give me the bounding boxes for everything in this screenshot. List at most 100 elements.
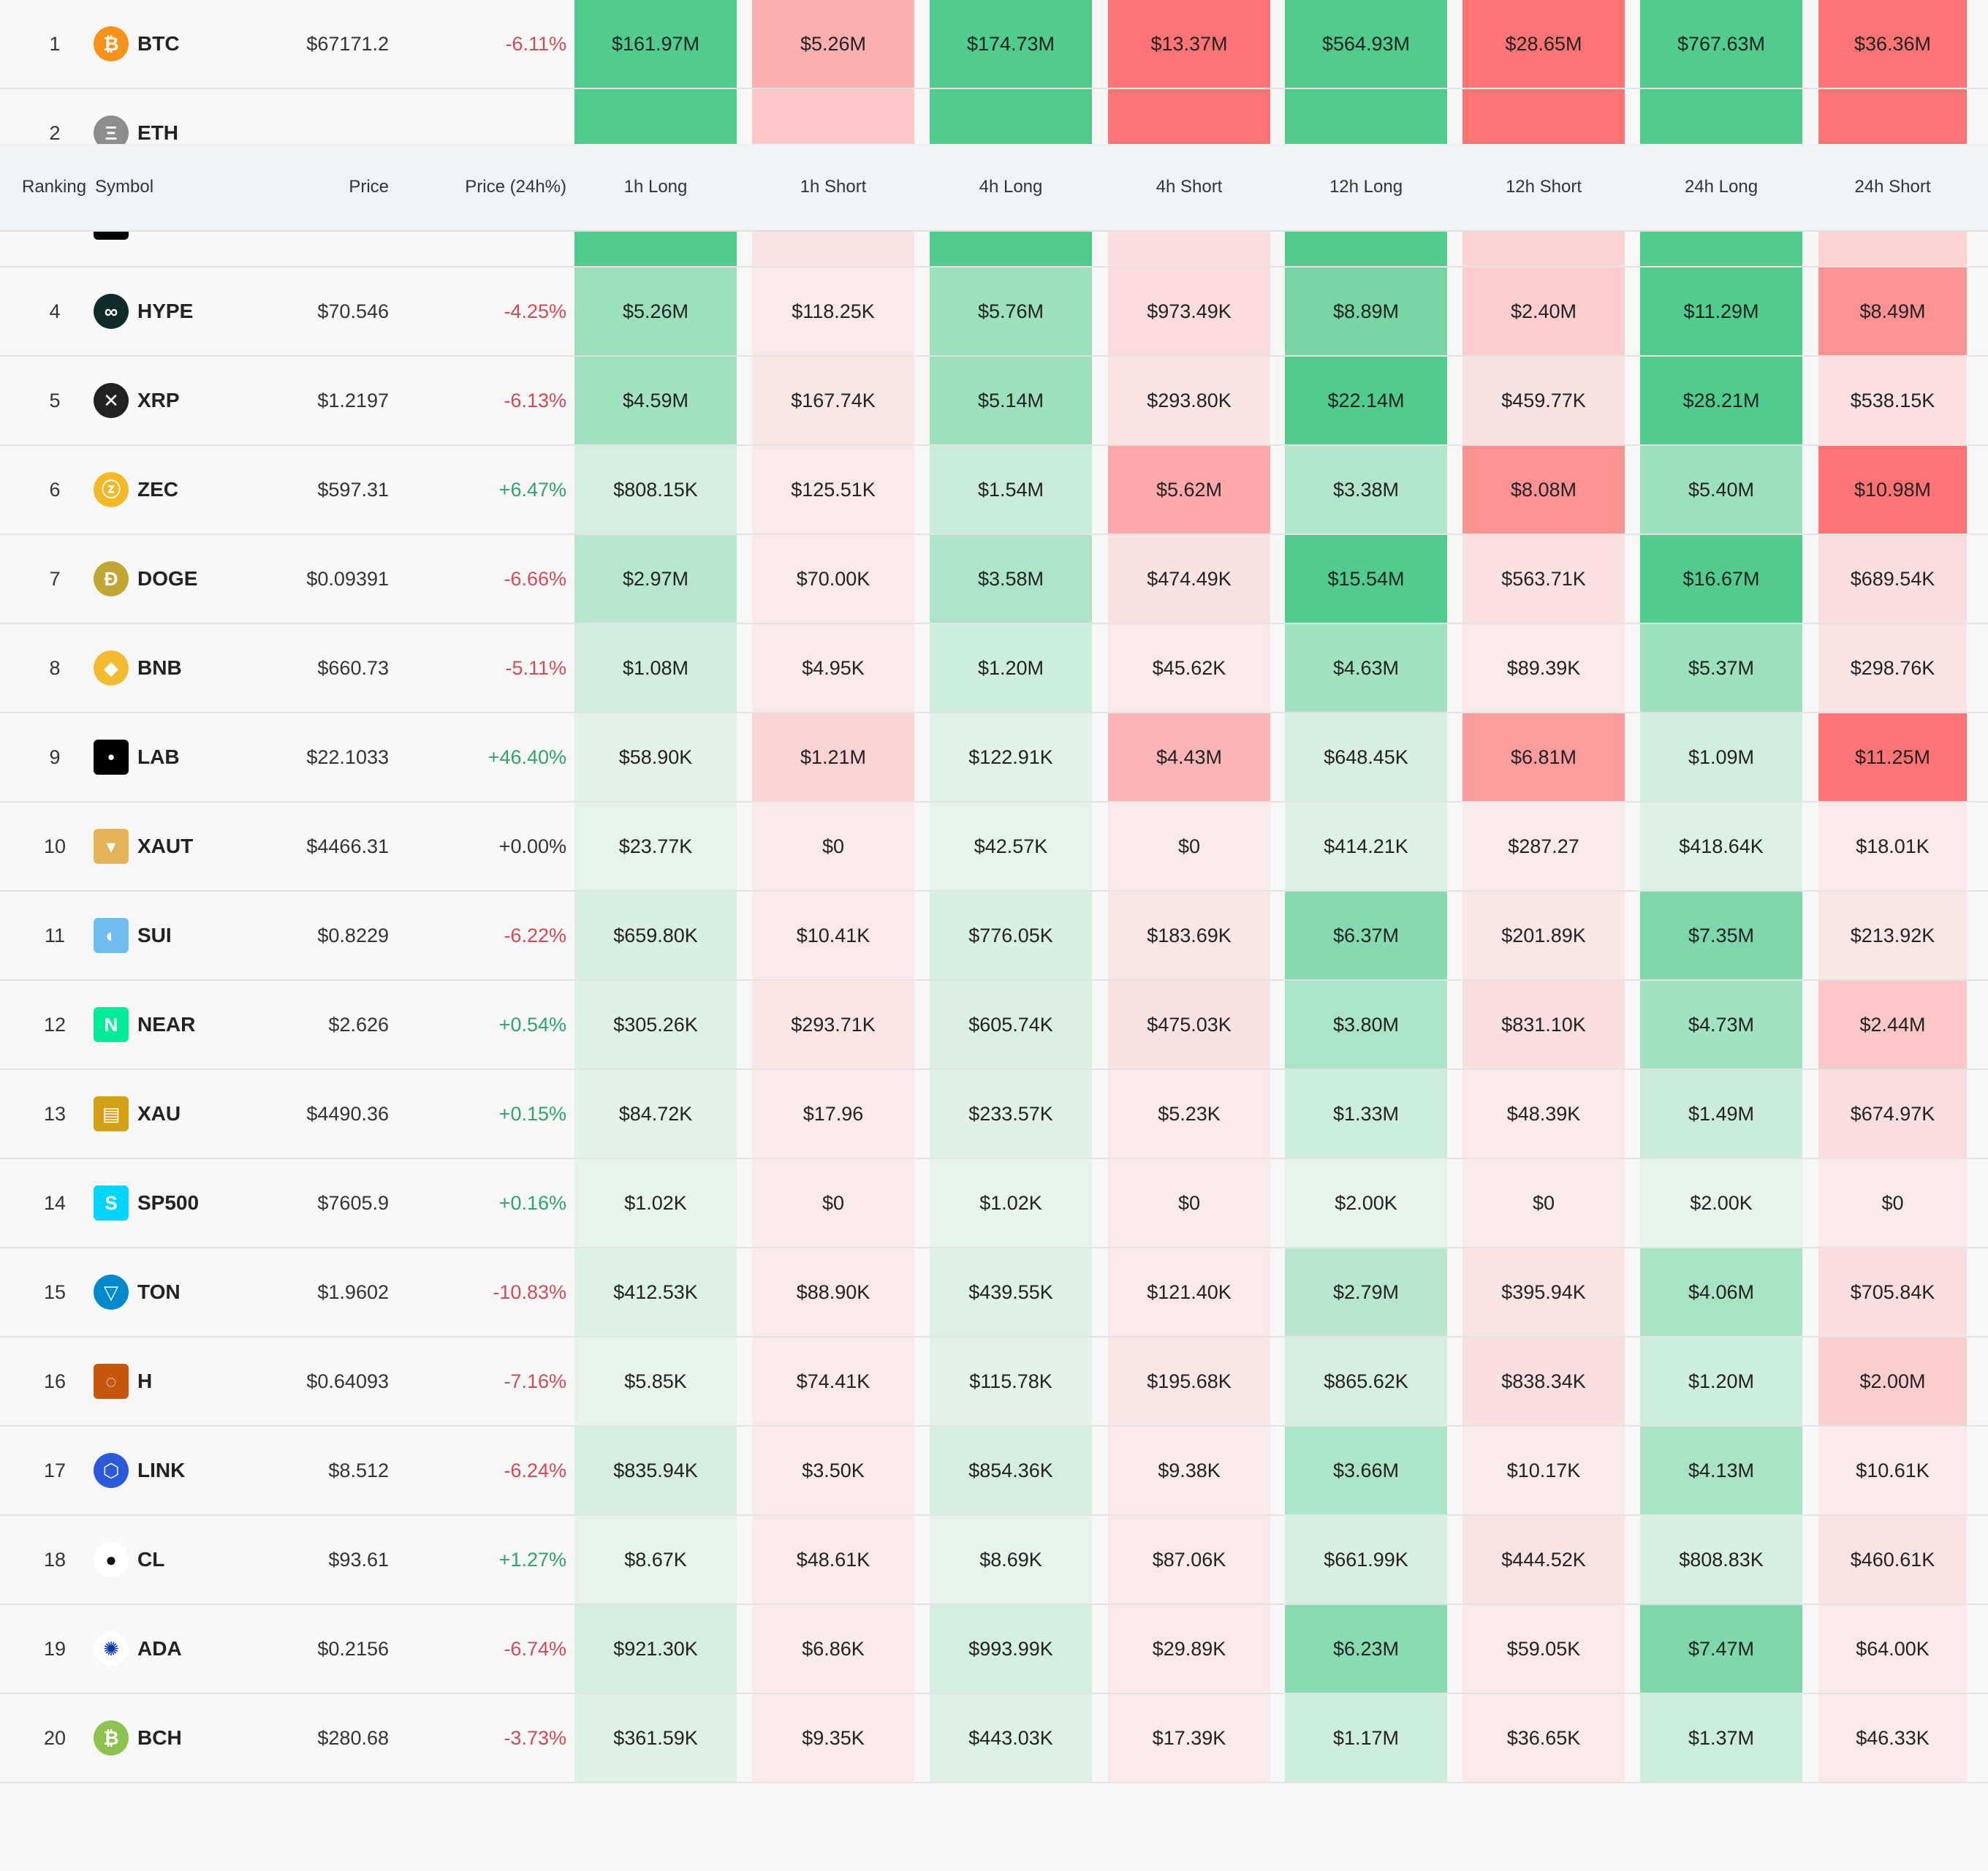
long-liquidation-cell: $3.80M bbox=[1285, 981, 1447, 1069]
table-row[interactable]: 16 ◌ H $0.64093 -7.16% $5.85K $74.41K $115.78K $… bbox=[0, 1337, 1988, 1427]
short-liquidation-cell: $298.76K bbox=[1818, 624, 1967, 712]
price-change-cell: -4.25% bbox=[504, 300, 566, 322]
header-symbol[interactable]: Symbol bbox=[95, 177, 154, 197]
symbol-cell[interactable]: ▽ TON bbox=[94, 1248, 291, 1336]
symbol-cell[interactable]: • LAB bbox=[94, 713, 291, 801]
short-liquidation-cell: $5.62M bbox=[1108, 446, 1270, 534]
long-liquidation-cell: $115.78K bbox=[930, 1337, 1092, 1425]
header-price-change[interactable]: Price (24h%) bbox=[465, 177, 566, 197]
table-row[interactable]: 5 ✕ XRP $1.2197 -6.13% $4.59M $167.74K $5.14M $2… bbox=[0, 357, 1988, 446]
symbol-cell[interactable]: ✺ ADA bbox=[94, 1605, 291, 1693]
symbol-cell[interactable]: ✕ XRP bbox=[94, 357, 291, 444]
table-header: Ranking Symbol Price Price (24h%) 1h Lon… bbox=[0, 144, 1988, 232]
table-row[interactable]: 20 ₿ BCH $280.68 -3.73% $361.59K $9.35K $443.03… bbox=[0, 1694, 1988, 1783]
header-24h-short[interactable]: 24h Short bbox=[1854, 177, 1931, 197]
header-ranking[interactable]: Ranking bbox=[22, 177, 87, 197]
rank-cell: 18 bbox=[43, 1549, 67, 1571]
header-4h-short[interactable]: 4h Short bbox=[1156, 177, 1223, 197]
symbol-cell[interactable]: ▾ XAUT bbox=[94, 802, 291, 890]
header-12h-short[interactable]: 12h Short bbox=[1505, 177, 1582, 197]
price-change-cell: -3.73% bbox=[504, 1727, 566, 1749]
long-liquidation-cell: $412.53K bbox=[574, 1248, 737, 1336]
symbol-cell[interactable]: ∞ HYPE bbox=[94, 267, 291, 355]
long-liquidation-cell: $361.59K bbox=[574, 1694, 737, 1782]
symbol-name: TON bbox=[137, 1280, 181, 1303]
price-cell: $597.31 bbox=[317, 479, 389, 501]
long-liquidation-cell: $42.57K bbox=[930, 802, 1092, 890]
header-1h-long[interactable]: 1h Long bbox=[623, 177, 688, 197]
sp500-icon: S bbox=[94, 1185, 129, 1221]
table-row[interactable]: 15 ▽ TON $1.9602 -10.83% $412.53K $88.90K $439.… bbox=[0, 1248, 1988, 1337]
table-row[interactable]: 7 Ð DOGE $0.09391 -6.66% $2.97M $70.00K $3.58M $… bbox=[0, 535, 1988, 624]
price-change-cell: -6.11% bbox=[505, 33, 566, 55]
long-liquidation-cell: $1.20M bbox=[930, 624, 1092, 712]
table-row[interactable]: 14 S SP500 $7605.9 +0.16% $1.02K $0 $1.02K $0 $2.… bbox=[0, 1159, 1988, 1248]
price-change-cell: +0.15% bbox=[498, 1103, 566, 1125]
long-liquidation-cell: $1.33M bbox=[1285, 1070, 1447, 1158]
header-4h-long[interactable]: 4h Long bbox=[979, 177, 1043, 197]
cardano-icon: ✺ bbox=[94, 1631, 129, 1666]
header-price[interactable]: Price bbox=[349, 177, 389, 197]
symbol-cell[interactable]: ◆ BNB bbox=[94, 624, 291, 712]
short-liquidation-cell: $474.49K bbox=[1108, 535, 1270, 623]
long-liquidation-cell: $6.37M bbox=[1285, 892, 1447, 979]
header-1h-short[interactable]: 1h Short bbox=[800, 177, 867, 197]
symbol-cell[interactable]: ◐ SUI bbox=[94, 892, 291, 979]
short-liquidation-cell: $87.06K bbox=[1108, 1516, 1270, 1604]
symbol-name: NEAR bbox=[137, 1013, 196, 1036]
short-liquidation-cell: $74.41K bbox=[752, 1337, 914, 1425]
rank-cell: 6 bbox=[49, 479, 61, 501]
symbol-cell[interactable]: ₿ BTC bbox=[94, 0, 291, 88]
symbol-cell[interactable]: Ð DOGE bbox=[94, 535, 291, 623]
table-row[interactable]: 19 ✺ ADA $0.2156 -6.74% $921.30K $6.86K $993.99… bbox=[0, 1605, 1988, 1694]
short-liquidation-cell: $0 bbox=[1462, 1159, 1625, 1247]
table-row[interactable]: 13 ▤ XAU $4490.36 +0.15% $84.72K $17.96 $233.57… bbox=[0, 1070, 1988, 1159]
short-liquidation-cell: $689.54K bbox=[1818, 535, 1967, 623]
table-row[interactable]: 8 ◆ BNB $660.73 -5.11% $1.08M $4.95K $1.20M $45.… bbox=[0, 624, 1988, 713]
short-liquidation-cell: $2.44M bbox=[1818, 981, 1967, 1069]
rank-cell: 15 bbox=[43, 1281, 67, 1303]
table-row[interactable]: 11 ◐ SUI $0.8229 -6.22% $659.80K $10.41K $776.0… bbox=[0, 892, 1988, 981]
rank-cell: 1 bbox=[49, 33, 61, 55]
short-liquidation-cell: $9.35K bbox=[752, 1694, 914, 1782]
table-row[interactable]: 17 ⬡ LINK $8.512 -6.24% $835.94K $3.50K $854.36… bbox=[0, 1427, 1988, 1516]
short-liquidation-cell: $8.08M bbox=[1462, 446, 1625, 534]
short-liquidation-cell: $36.36M bbox=[1818, 0, 1967, 88]
symbol-cell[interactable]: ◌ H bbox=[94, 1337, 291, 1425]
price-change-cell: +0.54% bbox=[498, 1014, 566, 1036]
short-liquidation-cell: $973.49K bbox=[1108, 267, 1270, 355]
xrp-icon: ✕ bbox=[94, 383, 129, 418]
rank-cell: 5 bbox=[49, 390, 61, 411]
symbol-cell[interactable]: ₿ BCH bbox=[94, 1694, 291, 1782]
table-row[interactable]: 10 ▾ XAUT $4466.31 +0.00% $23.77K $0 $42.57K $0 $… bbox=[0, 802, 1988, 892]
short-liquidation-cell: $10.41K bbox=[752, 892, 914, 979]
short-liquidation-cell: $125.51K bbox=[752, 446, 914, 534]
table-row[interactable]: 9 • LAB $22.1033 +46.40% $58.90K $1.21M $122.91… bbox=[0, 713, 1988, 802]
symbol-cell[interactable]: S SP500 bbox=[94, 1159, 291, 1247]
short-liquidation-cell: $46.33K bbox=[1818, 1694, 1967, 1782]
symbol-cell[interactable]: ● CL bbox=[94, 1516, 291, 1604]
table-row[interactable]: 6 ⓩ ZEC $597.31 +6.47% $808.15K $125.51K $1.54M… bbox=[0, 446, 1988, 535]
header-24h-long[interactable]: 24h Long bbox=[1684, 177, 1759, 197]
short-liquidation-cell: $293.80K bbox=[1108, 357, 1270, 444]
table-row[interactable]: 12 N NEAR $2.626 +0.54% $305.26K $293.71K $605.… bbox=[0, 981, 1988, 1070]
short-liquidation-cell: $17.39K bbox=[1108, 1694, 1270, 1782]
rank-cell: 16 bbox=[43, 1370, 67, 1392]
short-liquidation-cell: $5.23K bbox=[1108, 1070, 1270, 1158]
long-liquidation-cell: $6.23M bbox=[1285, 1605, 1447, 1693]
symbol-name: ETH bbox=[137, 121, 178, 144]
table-row[interactable]: 4 ∞ HYPE $70.546 -4.25% $5.26M $118.25K $5.76M $… bbox=[0, 267, 1988, 357]
short-liquidation-cell: $70.00K bbox=[752, 535, 914, 623]
symbol-name: LAB bbox=[137, 745, 180, 768]
header-12h-long[interactable]: 12h Long bbox=[1329, 177, 1403, 197]
symbol-cell[interactable]: ▤ XAU bbox=[94, 1070, 291, 1158]
short-liquidation-cell: $4.95K bbox=[752, 624, 914, 712]
symbol-cell[interactable]: ⬡ LINK bbox=[94, 1427, 291, 1514]
long-liquidation-cell: $2.79M bbox=[1285, 1248, 1447, 1336]
symbol-cell[interactable]: ⓩ ZEC bbox=[94, 446, 291, 534]
table-row[interactable]: 18 ● CL $93.61 +1.27% $8.67K $48.61K $8.69K $87.… bbox=[0, 1516, 1988, 1605]
symbol-cell[interactable]: N NEAR bbox=[94, 981, 291, 1069]
table-row[interactable]: 1 ₿ BTC $67171.2 -6.11% $161.97M $5.26M $174.73… bbox=[0, 0, 1988, 89]
rank-cell: 4 bbox=[49, 300, 61, 322]
